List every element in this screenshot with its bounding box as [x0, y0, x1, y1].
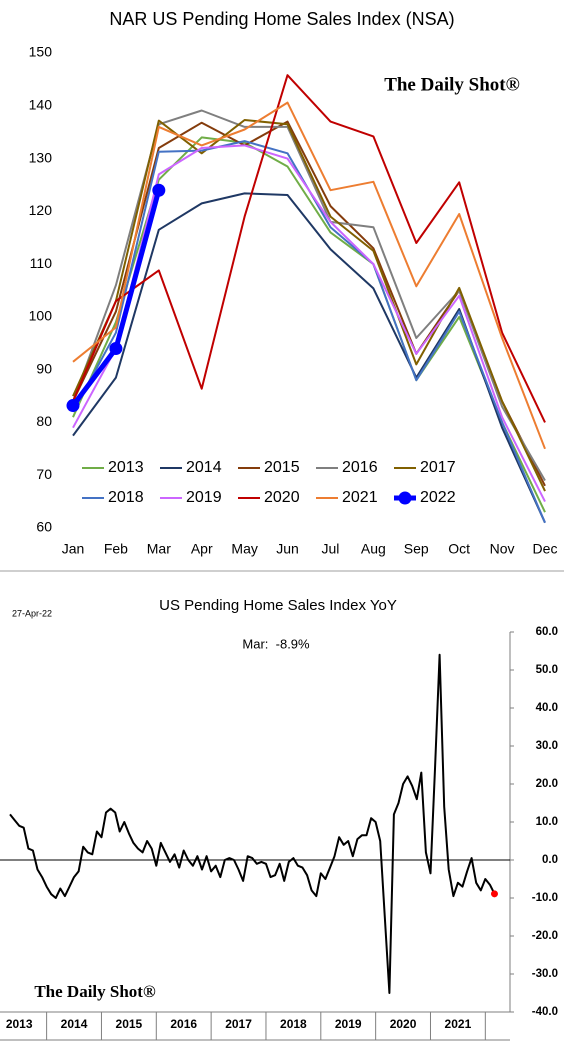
y-tick-label: 20.0: [536, 778, 558, 790]
legend-label: 2019: [186, 489, 222, 506]
legend-label: 2021: [342, 489, 378, 506]
y-tick-label: 140: [29, 96, 53, 112]
y-tick-label: 0.0: [542, 854, 558, 866]
x-tick-label: 2017: [225, 1017, 252, 1031]
legend-label: 2020: [264, 489, 300, 506]
y-tick-label: -10.0: [532, 892, 558, 904]
chart-title: US Pending Home Sales Index YoY: [159, 597, 397, 614]
y-tick-label: -20.0: [532, 930, 558, 942]
legend-label: 2016: [342, 459, 378, 476]
x-tick-label: Dec: [533, 541, 558, 557]
y-tick-label: 150: [29, 44, 53, 60]
line: [72, 74, 546, 423]
legend-label: 2022: [420, 489, 456, 506]
x-tick-label: Feb: [104, 541, 128, 557]
line: [9, 653, 496, 994]
y-tick-label: 60.0: [536, 626, 558, 638]
y-tick-label: 110: [30, 255, 53, 271]
x-tick-label: Apr: [191, 541, 213, 557]
x-tick-label: 2015: [116, 1017, 143, 1031]
x-tick-label: Jan: [62, 541, 85, 557]
line: [72, 119, 546, 492]
y-tick-label: -40.0: [532, 1006, 558, 1018]
x-tick-label: 2020: [390, 1017, 417, 1031]
y-tick-label: 50.0: [536, 664, 558, 676]
y-tick-label: 70: [36, 466, 52, 482]
legend-marker: [398, 491, 412, 505]
x-tick-label: Jun: [276, 541, 299, 557]
y-tick-label: 130: [29, 149, 53, 165]
x-tick-label: 2018: [280, 1017, 307, 1031]
legend-label: 2018: [108, 489, 144, 506]
date-label: 27-Apr-22: [12, 608, 52, 618]
marker: [152, 183, 166, 197]
y-tick-label: 100: [29, 308, 53, 324]
marker: [109, 342, 123, 356]
x-tick-label: 2021: [445, 1017, 472, 1031]
annotation: Mar: -8.9%: [242, 636, 310, 651]
x-tick-label: May: [231, 541, 257, 557]
line: [72, 101, 546, 450]
x-tick-label: Oct: [448, 541, 470, 557]
x-tick-label: Mar: [147, 541, 171, 557]
highlight-point: [490, 890, 498, 898]
x-tick-label: 2013: [6, 1017, 33, 1031]
x-tick-label: 2014: [61, 1017, 88, 1031]
legend-label: 2015: [264, 459, 300, 476]
y-tick-label: 80: [36, 413, 52, 429]
legend-label: 2014: [186, 459, 222, 476]
watermark: The Daily Shot®: [34, 982, 156, 1001]
y-tick-label: -30.0: [532, 968, 558, 980]
line: [72, 144, 546, 503]
y-tick-label: 30.0: [536, 740, 558, 752]
legend-label: 2013: [108, 459, 144, 476]
y-tick-label: 90: [36, 360, 52, 376]
y-tick-label: 40.0: [536, 702, 558, 714]
chart-title: NAR US Pending Home Sales Index (NSA): [109, 9, 454, 29]
legend-label: 2017: [420, 459, 456, 476]
y-tick-label: 10.0: [536, 816, 558, 828]
x-tick-label: Aug: [361, 541, 386, 557]
x-tick-label: Sep: [404, 541, 429, 557]
x-tick-label: 2019: [335, 1017, 362, 1031]
y-tick-label: 60: [36, 519, 52, 535]
x-tick-label: Jul: [322, 541, 340, 557]
y-tick-label: 120: [29, 202, 53, 218]
marker: [66, 399, 80, 413]
watermark: The Daily Shot®: [384, 74, 520, 95]
x-tick-label: 2016: [170, 1017, 197, 1031]
x-tick-label: Nov: [490, 541, 515, 557]
